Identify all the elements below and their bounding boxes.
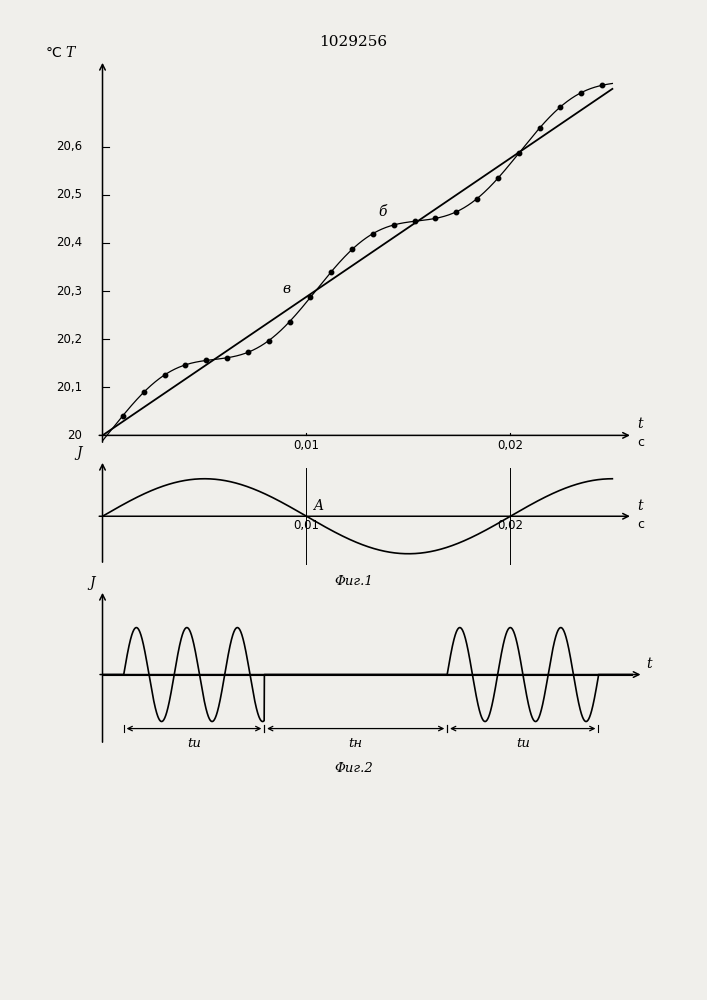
Text: 0,01: 0,01 (293, 439, 320, 452)
Text: t: t (637, 417, 643, 431)
Text: t: t (646, 657, 652, 671)
Text: 20,2: 20,2 (56, 333, 82, 346)
Text: 0,02: 0,02 (498, 439, 523, 452)
Text: 0,02: 0,02 (498, 519, 523, 532)
Text: tи: tи (187, 737, 201, 750)
Text: 1029256: 1029256 (320, 35, 387, 49)
Text: Φиг.1: Φиг.1 (334, 575, 373, 588)
Text: 20,6: 20,6 (56, 140, 82, 153)
Text: Φиг.2: Φиг.2 (334, 762, 373, 775)
Text: 20,1: 20,1 (56, 381, 82, 394)
Text: c: c (637, 436, 644, 449)
Text: c: c (637, 518, 644, 531)
Text: tи: tи (516, 737, 530, 750)
Text: 20,5: 20,5 (56, 188, 82, 201)
Text: 20,3: 20,3 (56, 284, 82, 298)
Text: °C: °C (45, 46, 62, 60)
Text: A: A (312, 498, 322, 512)
Text: T: T (66, 46, 75, 60)
Text: J: J (76, 446, 82, 460)
Text: t: t (637, 499, 643, 513)
Text: в: в (282, 282, 290, 296)
Text: 0,01: 0,01 (293, 519, 320, 532)
Text: б: б (378, 205, 386, 219)
Text: J: J (89, 576, 95, 590)
Text: 20: 20 (67, 429, 82, 442)
Text: tн: tн (349, 737, 363, 750)
Text: 20,4: 20,4 (56, 236, 82, 249)
